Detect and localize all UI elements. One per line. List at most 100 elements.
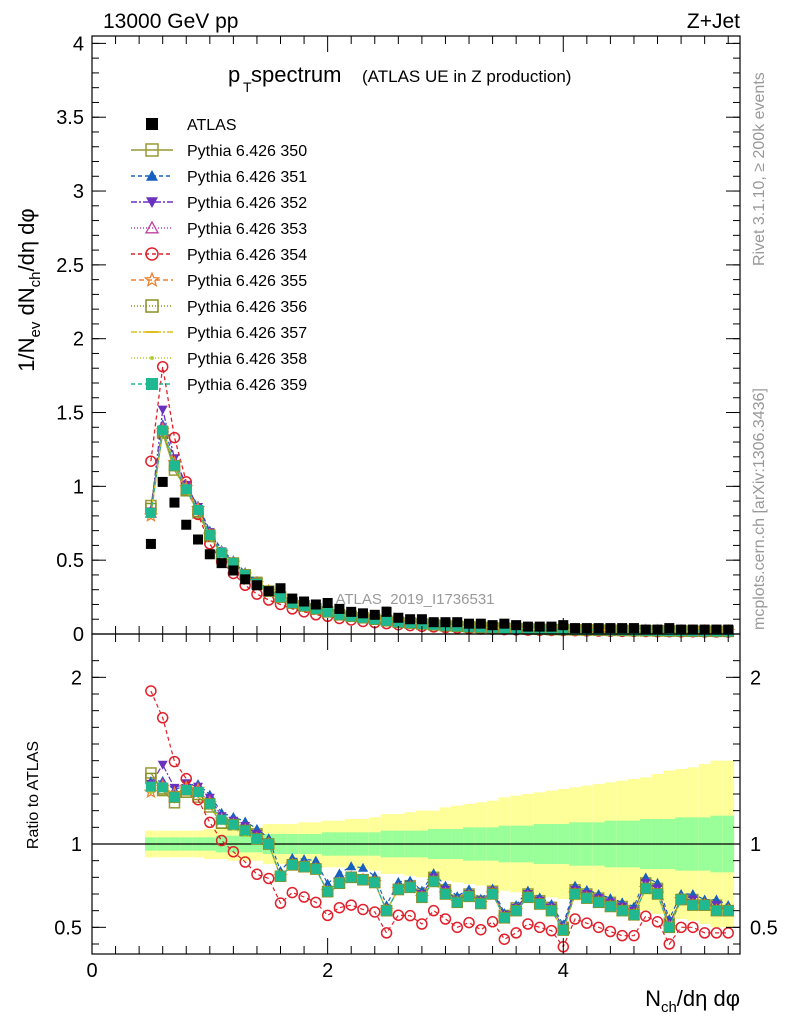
series-point xyxy=(156,360,169,373)
ratio-point xyxy=(215,834,228,847)
ratio-point xyxy=(652,889,663,899)
legend-marker xyxy=(145,247,159,261)
atlas-point xyxy=(263,586,274,597)
series-point xyxy=(145,507,156,518)
main-ytick-label: 0 xyxy=(73,624,84,646)
legend-marker xyxy=(146,378,158,390)
ratio-point xyxy=(664,922,675,933)
main-title: p T spectrum (ATLAS UE in Z production) xyxy=(228,62,571,95)
ratio-point xyxy=(286,886,299,899)
series-point xyxy=(181,484,192,495)
legend-marker xyxy=(146,170,158,181)
main-ytick-label: 4 xyxy=(73,33,84,55)
ratio-ytick-label-right: 0.5 xyxy=(750,917,778,939)
atlas-point xyxy=(522,621,533,632)
legend-item: ATLAS xyxy=(146,117,237,134)
atlas-point xyxy=(299,596,310,607)
legend-label: Pythia 6.426 350 xyxy=(187,143,307,160)
ratio-ylabel: Ratio to ATLAS xyxy=(25,741,42,849)
atlas-point xyxy=(145,538,156,549)
atlas-point xyxy=(193,534,204,545)
ratio-point xyxy=(369,906,381,918)
title-note: (ATLAS UE in Z production) xyxy=(362,67,571,86)
rivet-label: Rivet 3.1.10, ≥ 200k events xyxy=(751,72,768,266)
series-point xyxy=(275,592,286,603)
ratio-point xyxy=(405,882,416,893)
atlas-point xyxy=(664,623,675,634)
atlas-point xyxy=(240,574,251,585)
legend-marker xyxy=(143,271,161,288)
ratio-point xyxy=(522,918,534,930)
ratio-ytick-label: 2 xyxy=(71,667,82,689)
atlas-point xyxy=(216,558,227,569)
ratio-ytick-label-right: 2 xyxy=(750,667,761,689)
series-point xyxy=(145,455,157,467)
x-axis-label: Nch/dη dφ xyxy=(645,986,740,1016)
legend-item: Pythia 6.426 351 xyxy=(131,169,307,186)
ratio-point xyxy=(416,918,428,930)
atlas-point xyxy=(511,620,522,631)
ratio-point xyxy=(675,921,687,934)
mcplots-label: mcplots.cern.ch [arXiv:1306.3436] xyxy=(751,388,768,630)
ratio-point xyxy=(145,781,156,792)
header-right: Z+Jet xyxy=(687,10,740,33)
legend-marker xyxy=(145,299,159,313)
ratio-point xyxy=(581,917,593,929)
ratio-point xyxy=(440,889,451,899)
atlas-point xyxy=(640,624,651,635)
ratio-point xyxy=(722,927,734,939)
legend-label: Pythia 6.426 358 xyxy=(187,351,307,368)
ratio-point xyxy=(168,755,181,768)
atlas-point xyxy=(357,608,368,619)
ratio-point xyxy=(169,792,180,803)
atlas-point xyxy=(181,519,192,530)
ratio-point xyxy=(321,909,334,922)
atlas-point xyxy=(475,618,486,629)
atlas-point xyxy=(464,618,475,629)
ratio-point xyxy=(416,892,427,903)
legend-label: Pythia 6.426 356 xyxy=(187,299,307,316)
ratio-point xyxy=(239,856,251,868)
series-point xyxy=(168,431,181,444)
ratio-point xyxy=(275,871,286,882)
series-point xyxy=(322,606,333,617)
ratio-point xyxy=(299,861,310,872)
ratio-point xyxy=(156,712,169,724)
ratio-point xyxy=(310,855,321,865)
ratio-point xyxy=(346,872,357,883)
ratio-point xyxy=(710,927,723,939)
legend-label: Pythia 6.426 354 xyxy=(187,247,307,264)
ratio-panel: 0.5 1 2 0.5 1 2 0 2 4 Ratio to ATLAS Nch/dη dφ xyxy=(25,633,778,1016)
ratio-point xyxy=(628,909,639,920)
ratio-ytick-label: 0.5 xyxy=(54,917,82,939)
title-sub: T xyxy=(243,79,252,95)
atlas-point xyxy=(416,614,427,625)
ratio-point xyxy=(687,921,699,934)
legend-marker xyxy=(146,197,158,208)
ratio-point xyxy=(251,868,263,881)
ratio-point xyxy=(451,921,463,934)
ratio-point xyxy=(298,891,310,903)
ratio-point xyxy=(698,927,711,939)
legend-item: Pythia 6.426 352 xyxy=(131,195,307,212)
ratio-point xyxy=(581,893,592,904)
ratio-point xyxy=(464,891,475,902)
atlas-point xyxy=(287,593,298,604)
main-ytick-label: 3 xyxy=(73,181,84,203)
ratio-point xyxy=(428,876,439,887)
atlas-point xyxy=(617,623,628,634)
series-point xyxy=(251,588,263,600)
atlas-point xyxy=(310,599,321,610)
main-ytick-label: 2 xyxy=(73,329,84,351)
atlas-point xyxy=(169,497,180,508)
atlas-point xyxy=(204,549,215,560)
ratio-point xyxy=(522,892,533,903)
ratio-point xyxy=(499,912,510,923)
series-point xyxy=(169,460,180,471)
ratio-point xyxy=(334,868,345,878)
ratio-point xyxy=(322,886,333,897)
legend-label: Pythia 6.426 359 xyxy=(187,377,307,394)
legend-item: Pythia 6.426 350 xyxy=(131,143,307,160)
ratio-point xyxy=(699,900,710,911)
ratio-point xyxy=(181,784,192,795)
